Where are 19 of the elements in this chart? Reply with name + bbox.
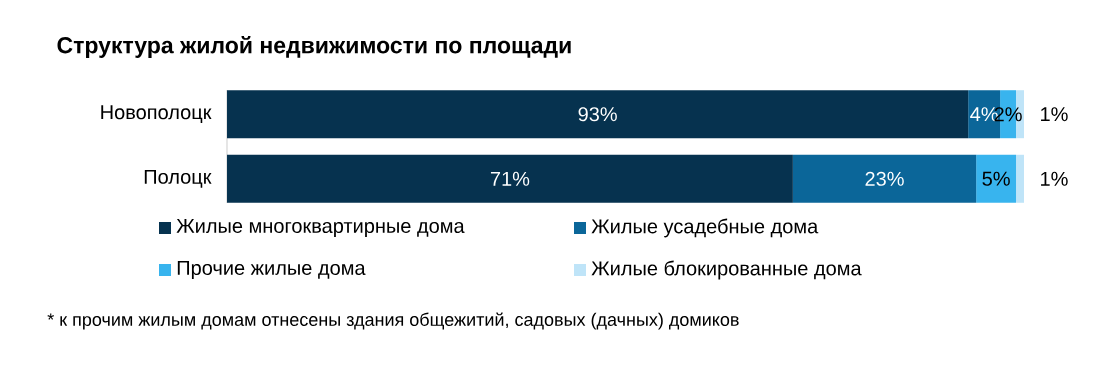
legend-label: Жилые блокированные дома xyxy=(591,260,862,280)
legend-label: Жилые усадебные дома xyxy=(591,218,819,238)
chart-title: Структура жилой недвижимости по площади xyxy=(57,36,571,58)
legend-label: Прочие жилые дома xyxy=(177,261,366,279)
bar xyxy=(227,90,969,139)
data-label: 71% xyxy=(490,171,530,186)
data-label: 93% xyxy=(578,107,617,122)
data-label: 23% xyxy=(865,171,904,186)
data-label: 1% xyxy=(1041,171,1068,186)
y-tick-label: Новополоцк xyxy=(101,105,212,124)
data-label: 5% xyxy=(982,171,1010,186)
legend-label: Жилые многоквартирные дома xyxy=(176,219,465,237)
y-tick-label: Полоцк xyxy=(144,169,212,188)
bar xyxy=(792,154,977,203)
text: * к прочим жилым домам отнесены здания общежитий, садовых (дачных) домиков xyxy=(47,312,739,330)
bar xyxy=(976,154,1017,203)
bar xyxy=(227,154,793,203)
bar xyxy=(1016,154,1024,203)
data-label: 1% xyxy=(1041,107,1068,122)
